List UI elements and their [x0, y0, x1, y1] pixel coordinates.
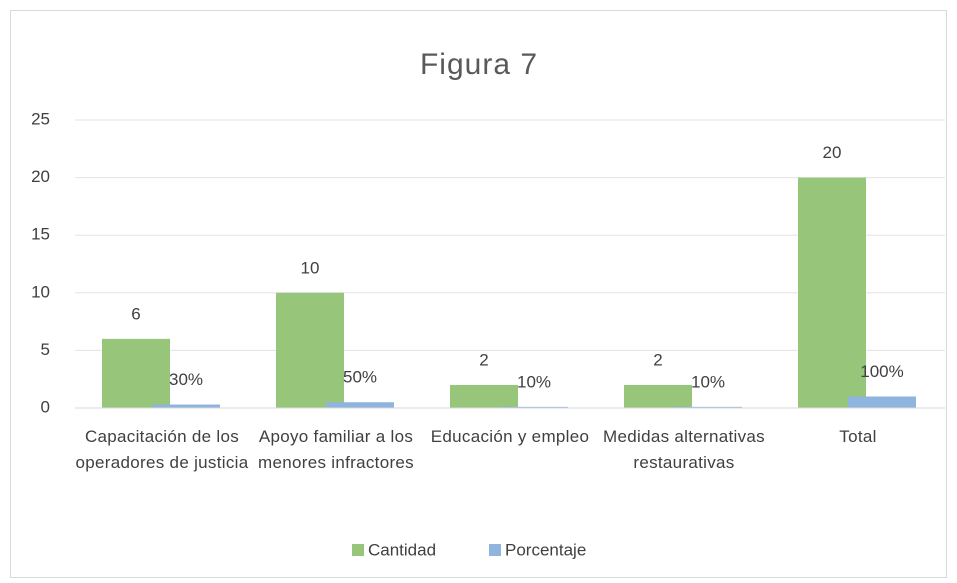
bar: [450, 384, 518, 408]
data-label: 6: [131, 304, 140, 323]
x-tick-label: Medidas alternativas restaurativas: [603, 427, 765, 472]
bar: [798, 177, 866, 408]
y-tick-label: 20: [31, 167, 50, 186]
x-tick-label: Total: [839, 427, 877, 446]
data-label: 10%: [517, 372, 551, 391]
bar: [102, 338, 170, 408]
chart-title: Figura 7: [420, 48, 538, 81]
bar: [500, 406, 568, 408]
data-label: 10: [301, 258, 320, 277]
data-label: 100%: [860, 362, 903, 381]
data-label: 10%: [691, 372, 725, 391]
bar: [624, 384, 692, 408]
bar: [326, 402, 394, 408]
legend-swatch: [352, 544, 364, 556]
data-label: 2: [653, 350, 662, 369]
bar: [152, 404, 220, 408]
bar: [848, 396, 916, 408]
legend-swatch: [489, 544, 501, 556]
x-tick-label: Apoyo familiar a los menores infractores: [258, 427, 414, 472]
data-label: 50%: [343, 368, 377, 387]
bar: [276, 292, 344, 408]
data-label: 2: [479, 350, 488, 369]
y-tick-label: 25: [31, 109, 50, 128]
x-tick-label: Capacitación de los operadores de justic…: [75, 427, 249, 472]
legend-label: Cantidad: [368, 540, 436, 559]
data-label: 30%: [169, 370, 203, 389]
bar: [674, 406, 742, 408]
legend-label: Porcentaje: [505, 540, 586, 559]
y-tick-label: 10: [31, 282, 50, 301]
x-tick-label: Educación y empleo: [430, 427, 590, 446]
y-tick-label: 5: [41, 340, 50, 359]
y-tick-label: 0: [41, 397, 50, 416]
data-label: 20: [823, 143, 842, 162]
chart-border: [10, 10, 947, 578]
y-tick-label: 15: [31, 225, 50, 244]
